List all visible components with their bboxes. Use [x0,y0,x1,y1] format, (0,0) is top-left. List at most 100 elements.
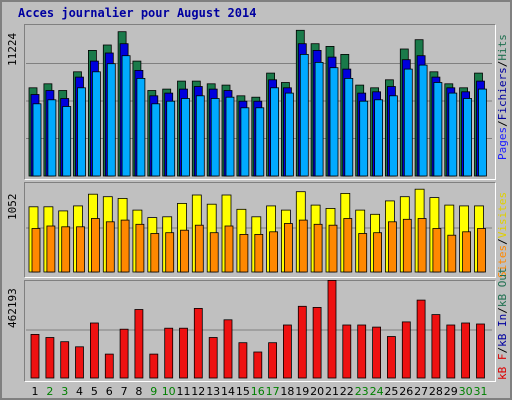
bar-pages-23 [359,100,369,177]
bar-sites-23 [358,233,368,273]
day-label-2: 2 [46,385,53,398]
bar-sites-30 [462,231,472,273]
bar-pages-28 [433,82,443,177]
bar-kbf-25 [386,336,396,379]
bar-pages-20 [314,62,324,177]
bar-kbf-20 [312,306,322,379]
bar-sites-24 [373,232,383,273]
day-label-15: 15 [236,385,250,398]
day-label-7: 7 [121,385,128,398]
bar-kbf-19 [297,305,307,379]
day-label-20: 20 [310,385,324,398]
bar-sites-19 [298,219,308,273]
bar-pages-14 [225,96,235,177]
day-label-11: 11 [177,385,191,398]
bar-kbf-2 [45,337,55,379]
bar-kbf-15 [238,342,248,379]
bar-pages-2 [47,99,57,177]
chart-title: Acces journalier pour August 2014 [18,6,257,20]
bar-sites-4 [76,226,85,273]
bar-sites-25 [387,221,397,273]
bar-pages-30 [463,98,473,177]
bar-pages-25 [388,95,398,177]
bar-sites-17 [269,231,279,273]
day-label-5: 5 [91,385,98,398]
bar-pages-4 [77,87,86,177]
bar-kbf-21 [327,279,337,379]
bar-sites-11 [180,229,189,273]
bar-kbf-11 [179,327,188,379]
bar-kbf-13 [208,337,218,379]
bar-kbf-22 [342,324,352,379]
bar-pages-15 [240,107,250,177]
bar-kbf-4 [75,346,84,379]
bar-pages-17 [270,87,280,177]
bar-sites-20 [313,223,323,273]
bar-sites-13 [209,232,219,273]
bar-kbf-6 [104,353,114,379]
bar-pages-5 [92,71,101,177]
bar-kbf-31 [476,323,485,379]
bar-sites-28 [432,228,442,273]
day-label-24: 24 [370,385,384,398]
bar-pages-22 [344,78,354,177]
bar-pages-16 [255,107,265,177]
bar-sites-14 [224,225,234,273]
bar-sites-12 [194,224,204,273]
bar-pages-26 [403,68,413,177]
bar-kbf-28 [431,314,441,379]
bar-sites-18 [283,223,293,273]
bar-kbf-1 [30,333,40,379]
day-label-10: 10 [162,385,176,398]
day-label-14: 14 [221,385,235,398]
day-label-9: 9 [150,385,157,398]
bar-sites-7 [120,219,130,273]
day-label-12: 12 [191,385,205,398]
bar-pages-3 [62,106,72,177]
bar-sites-8 [135,223,145,273]
bar-pages-27 [418,64,428,177]
bar-kbf-14 [223,319,233,379]
bar-pages-24 [374,99,384,177]
bar-pages-12 [195,95,205,177]
bar-kbf-5 [90,322,99,379]
day-label-31: 31 [474,385,488,398]
day-label-30: 30 [459,385,473,398]
bar-sites-31 [477,228,486,273]
day-label-23: 23 [355,385,369,398]
day-label-26: 26 [399,385,413,398]
bar-sites-21 [328,224,338,273]
bar-pages-10 [166,100,176,177]
bar-pages-9 [151,103,161,177]
day-label-21: 21 [325,385,339,398]
day-label-1: 1 [32,385,39,398]
bar-kbf-26 [401,321,411,379]
day-label-17: 17 [266,385,280,398]
bar-pages-8 [136,78,146,177]
bar-sites-5 [91,218,100,273]
bar-kbf-24 [372,326,382,379]
bar-pages-21 [329,67,339,177]
bar-pages-1 [32,103,42,177]
bar-kbf-7 [119,328,129,379]
day-label-8: 8 [135,385,142,398]
bar-sites-1 [31,228,41,273]
day-label-16: 16 [251,385,265,398]
bar-sites-27 [417,218,427,273]
bar-kbf-12 [193,307,203,379]
bar-kbf-23 [357,324,367,379]
bar-kbf-3 [60,341,70,379]
bar-kbf-10 [164,327,174,379]
day-label-13: 13 [206,385,220,398]
bar-pages-19 [299,54,309,177]
day-label-6: 6 [106,385,113,398]
bar-kbf-30 [461,322,471,379]
day-label-18: 18 [280,385,294,398]
bar-sites-2 [46,225,56,273]
bar-sites-15 [239,233,249,273]
bar-pages-6 [106,63,116,177]
bar-sites-6 [105,221,115,273]
bar-sites-9 [150,233,160,273]
